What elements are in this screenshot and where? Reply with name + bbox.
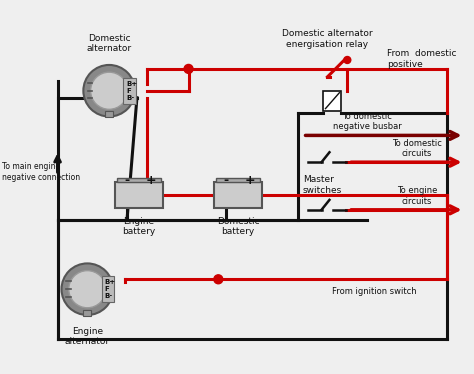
Text: -: - bbox=[224, 174, 229, 187]
Circle shape bbox=[344, 56, 351, 64]
Text: F: F bbox=[104, 286, 109, 292]
Bar bbox=[214, 182, 262, 208]
Bar bbox=[83, 310, 91, 316]
Text: +: + bbox=[245, 174, 255, 187]
Circle shape bbox=[91, 72, 128, 109]
Text: +: + bbox=[146, 174, 156, 187]
Circle shape bbox=[69, 271, 106, 308]
Text: F: F bbox=[127, 88, 131, 94]
Text: Domestic
alternator: Domestic alternator bbox=[87, 34, 132, 53]
Text: B-: B- bbox=[104, 294, 113, 300]
Circle shape bbox=[184, 64, 193, 73]
Text: -: - bbox=[125, 174, 129, 187]
Circle shape bbox=[83, 65, 135, 117]
Bar bbox=[105, 111, 113, 117]
Bar bbox=[216, 178, 260, 182]
Text: Master
switches: Master switches bbox=[303, 175, 342, 195]
Text: Domestic
battery: Domestic battery bbox=[217, 217, 259, 236]
Text: Domestic alternator
energisation relay: Domestic alternator energisation relay bbox=[282, 29, 373, 49]
Bar bbox=[323, 91, 341, 111]
Circle shape bbox=[214, 275, 223, 284]
Text: To domestic
negative busbar: To domestic negative busbar bbox=[333, 112, 401, 131]
Text: Engine
battery: Engine battery bbox=[122, 217, 155, 236]
Text: From ignition switch: From ignition switch bbox=[332, 287, 417, 296]
Text: To main engine
negative connection: To main engine negative connection bbox=[2, 162, 80, 182]
Text: B-: B- bbox=[127, 95, 135, 101]
Bar bbox=[123, 78, 136, 104]
Text: B+: B+ bbox=[104, 279, 116, 285]
Bar bbox=[117, 178, 161, 182]
Text: From  domestic
positive: From domestic positive bbox=[387, 49, 456, 69]
Text: To engine
circuits: To engine circuits bbox=[397, 187, 437, 206]
Text: Engine
alternator: Engine alternator bbox=[65, 327, 110, 346]
Text: To domestic
circuits: To domestic circuits bbox=[392, 139, 442, 158]
Bar bbox=[115, 182, 163, 208]
Circle shape bbox=[62, 263, 113, 315]
Bar bbox=[101, 276, 114, 302]
Text: B+: B+ bbox=[127, 80, 137, 86]
